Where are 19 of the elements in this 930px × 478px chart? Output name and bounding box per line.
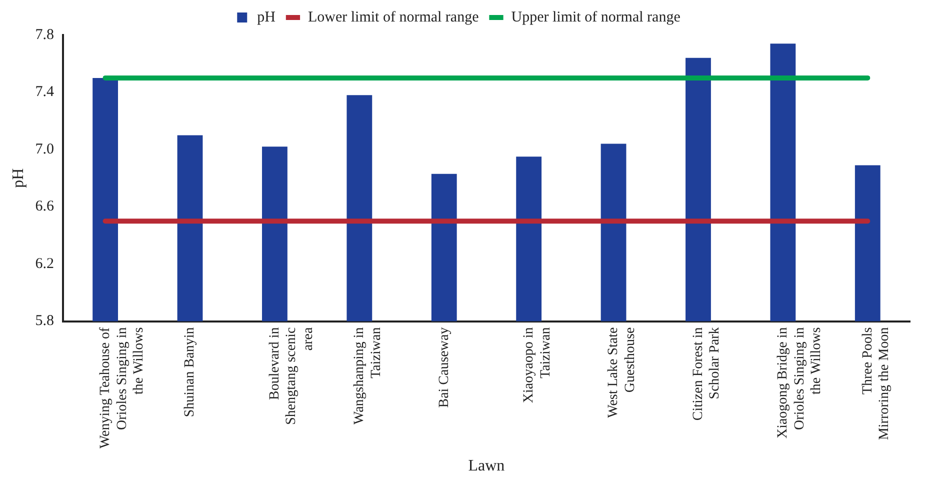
legend-label: Upper limit of normal range xyxy=(511,9,681,26)
x-axis-title: Lawn xyxy=(468,458,505,475)
y-tick-label: 7.0 xyxy=(35,141,54,158)
y-tick-label: 6.2 xyxy=(35,256,54,272)
x-tick-label: Xiaoyaopo in Taiziwan xyxy=(522,327,554,404)
y-tick-label: 7.4 xyxy=(35,84,54,100)
x-tick-label: West Lake State Guesthouse xyxy=(606,327,638,418)
legend-label: pH xyxy=(257,9,276,26)
x-tick-label: Wenying Teahouse of Orioles Singing in the Willows xyxy=(98,326,147,449)
x-tick-label: Bai Causeway xyxy=(436,327,452,408)
y-axis-title: pH xyxy=(10,168,27,188)
y-tick-label: 6.6 xyxy=(35,198,54,215)
x-tick-label: Shuinan Banyin xyxy=(182,327,198,418)
legend-label: Lower limit of normal range xyxy=(308,9,480,26)
y-tick-label: 5.8 xyxy=(35,313,54,330)
x-tick-label: Citizen Forest in Scholar Park xyxy=(690,327,723,421)
y-tick-label: 7.8 xyxy=(35,26,54,43)
x-tick-label: Xiaogong Bridge in Orioles Singing in the Willows xyxy=(776,327,824,438)
x-tick-label: Boulevard in Shengtang scenic area xyxy=(267,326,316,425)
